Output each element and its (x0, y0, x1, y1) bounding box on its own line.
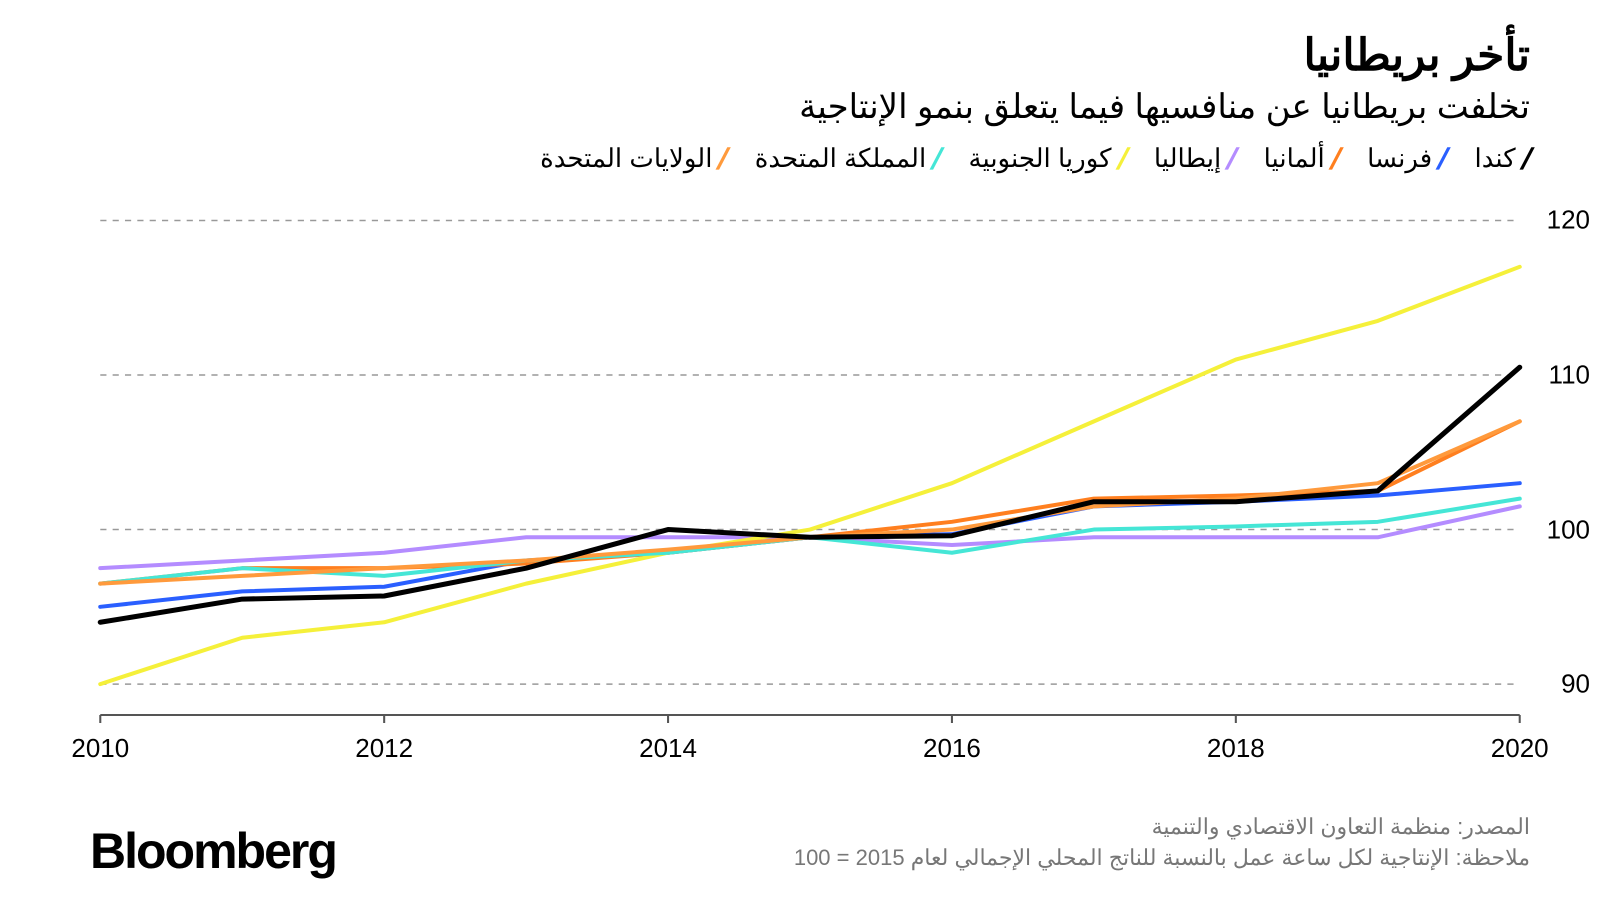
legend-slash-icon: / (716, 143, 729, 177)
legend-item-usa: /الولايات المتحدة (540, 141, 727, 175)
x-tick-label: 2018 (1207, 733, 1265, 764)
legend-label: كندا (1475, 143, 1516, 173)
legend-item-southkorea: /كوريا الجنوبية (969, 141, 1126, 175)
chart-title: تأخر بريطانيا (90, 30, 1530, 81)
legend-label: فرنسا (1367, 143, 1432, 173)
legend-label: كوريا الجنوبية (969, 143, 1112, 173)
line-chart-svg (90, 195, 1530, 725)
legend-item-canada: /كندا (1475, 141, 1530, 175)
legend-item-france: /فرنسا (1367, 141, 1446, 175)
chart-area: 90100110120 (90, 195, 1530, 725)
legend-item-italy: /إيطاليا (1154, 141, 1236, 175)
y-tick-label: 120 (1547, 205, 1590, 236)
series-line-france (100, 483, 1519, 607)
legend-label: المملكة المتحدة (755, 143, 926, 173)
y-tick-label: 100 (1547, 514, 1590, 545)
legend-label: الولايات المتحدة (540, 143, 712, 173)
series-line-germany (100, 421, 1519, 583)
legend-label: إيطاليا (1154, 143, 1221, 173)
x-axis-labels: 201020122014201620182020 (90, 733, 1530, 773)
legend: /كندا/فرنسا/ألمانيا/إيطاليا/كوريا الجنوب… (90, 141, 1530, 175)
y-tick-label: 90 (1561, 669, 1590, 700)
x-tick-label: 2016 (923, 733, 981, 764)
chart-subtitle: تخلفت بريطانيا عن منافسيها فيما يتعلق بن… (90, 87, 1530, 127)
legend-item-uk: /المملكة المتحدة (755, 141, 941, 175)
series-line-southkorea (100, 267, 1519, 684)
x-tick-label: 2020 (1491, 733, 1549, 764)
legend-label: ألمانيا (1264, 143, 1325, 173)
legend-item-germany: /ألمانيا (1264, 141, 1339, 175)
y-tick-label: 110 (1549, 360, 1590, 391)
series-line-usa (100, 421, 1519, 583)
legend-slash-icon: / (1225, 143, 1238, 177)
legend-slash-icon: / (930, 143, 943, 177)
legend-slash-icon: / (1519, 143, 1532, 177)
x-tick-label: 2010 (71, 733, 129, 764)
legend-slash-icon: / (1115, 143, 1128, 177)
x-tick-label: 2012 (355, 733, 413, 764)
legend-slash-icon: / (1328, 143, 1341, 177)
series-line-canada (100, 367, 1519, 622)
legend-slash-icon: / (1436, 143, 1449, 177)
bloomberg-logo: Bloomberg (90, 822, 336, 880)
x-tick-label: 2014 (639, 733, 697, 764)
